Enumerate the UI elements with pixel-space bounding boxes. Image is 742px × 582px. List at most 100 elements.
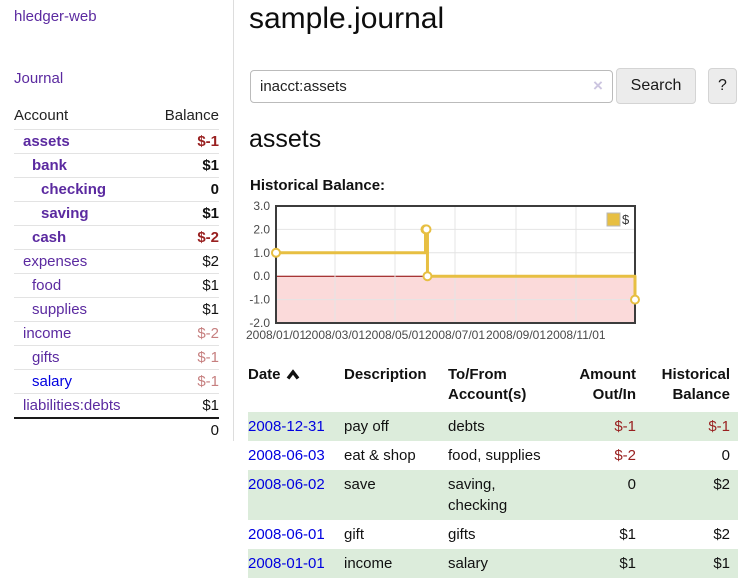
balance-cell: 0 [721, 447, 730, 464]
svg-text:-2.0: -2.0 [249, 316, 270, 330]
account-row: cash $-2 [14, 225, 219, 250]
accounts-total: 0 [149, 417, 219, 442]
account-link-checking[interactable]: checking [41, 181, 107, 198]
account-link-food[interactable]: food [32, 277, 62, 294]
account-balance: 0 [149, 177, 219, 202]
account-balance: $1 [149, 201, 219, 226]
account-balance: $-2 [149, 225, 219, 250]
accounts-cell: debts [448, 418, 485, 435]
search-button[interactable]: Search [616, 68, 696, 104]
account-row: gifts $-1 [14, 345, 219, 370]
amount-cell: $-1 [614, 418, 636, 435]
column-amount: Amount Out/In [579, 366, 636, 403]
account-link-income[interactable]: income [23, 325, 72, 342]
account-row: income $-2 [14, 321, 219, 346]
svg-text:2008/07/01: 2008/07/01 [425, 328, 485, 342]
svg-text:2008/05/01: 2008/05/01 [365, 328, 425, 342]
amount-cell: $1 [619, 526, 636, 543]
amount-cell: $-2 [614, 447, 636, 464]
accounts-cell: food, supplies [448, 447, 541, 464]
svg-text:1.0: 1.0 [253, 246, 270, 260]
account-balance: $1 [149, 393, 219, 418]
register-row: 2008-12-31 pay off debts $-1 $-1 [248, 412, 738, 441]
account-link-expenses[interactable]: expenses [23, 253, 88, 270]
svg-text:-1.0: -1.0 [249, 293, 270, 307]
accounts-table: Account Balance assets $-1 bank $1 check… [14, 103, 219, 442]
account-balance: $1 [149, 273, 219, 298]
transaction-date-link[interactable]: 2008-01-01 [248, 555, 325, 572]
account-row: food $1 [14, 273, 219, 298]
account-balance: $-2 [149, 321, 219, 346]
register-row: 2008-06-02 save saving, checking 0 $2 [248, 470, 738, 520]
transaction-date-link[interactable]: 2008-12-31 [248, 418, 325, 435]
accounts-cell: saving, checking [448, 476, 508, 514]
transaction-date-link[interactable]: 2008-06-02 [248, 476, 325, 493]
accounts-header-balance: Balance [164, 107, 219, 124]
balance-cell: $1 [713, 555, 730, 572]
column-balance: Historical Balance [661, 366, 730, 403]
register-row: 2008-06-03 eat & shop food, supplies $-2… [248, 441, 738, 470]
svg-text:2008/03/01: 2008/03/01 [305, 328, 365, 342]
account-balance: $1 [149, 297, 219, 322]
svg-text:0.0: 0.0 [253, 269, 270, 283]
accounts-header-row: Account Balance [14, 103, 219, 130]
register-table: Date Description To/From Account(s) Amou… [248, 360, 738, 578]
account-balance: $2 [149, 249, 219, 274]
column-date[interactable]: Date [248, 360, 344, 412]
account-balance: $-1 [149, 369, 219, 394]
account-row: expenses $2 [14, 249, 219, 274]
account-row: supplies $1 [14, 297, 219, 322]
balance-cell: $-1 [708, 418, 730, 435]
account-link-supplies[interactable]: supplies [32, 301, 88, 318]
account-row: assets $-1 [14, 129, 219, 154]
account-link-assets[interactable]: assets [23, 133, 70, 150]
account-link-saving[interactable]: saving [41, 205, 89, 222]
account-row: liabilities:debts $1 [14, 393, 219, 418]
accounts-total-row: 0 [14, 417, 219, 442]
chart-title: Historical Balance: [250, 177, 386, 194]
page-title: sample.journal [249, 2, 445, 35]
sort-asc-icon [286, 369, 299, 380]
svg-text:$: $ [622, 212, 630, 227]
balance-cell: $2 [713, 526, 730, 543]
account-heading: assets [249, 125, 322, 153]
description-cell: save [344, 476, 376, 493]
account-row: bank $1 [14, 153, 219, 178]
svg-text:2008/09/01: 2008/09/01 [486, 328, 546, 342]
account-link-cash[interactable]: cash [32, 229, 67, 246]
svg-text:2008/01/01: 2008/01/01 [246, 328, 306, 342]
help-button[interactable]: ? [708, 68, 737, 104]
sidebar: hledger-web Journal Account Balance asse… [0, 0, 234, 442]
account-balance: $-1 [149, 129, 219, 154]
search-input[interactable] [250, 70, 613, 103]
clear-search-icon[interactable]: × [593, 76, 603, 95]
description-cell: income [344, 555, 393, 572]
svg-text:2008/11/01: 2008/11/01 [546, 328, 605, 342]
balance-cell: $2 [713, 476, 730, 493]
svg-text:3.0: 3.0 [253, 200, 270, 213]
amount-cell: 0 [627, 476, 636, 493]
register-row: 2008-06-01 gift gifts $1 $2 [248, 520, 738, 549]
account-balance: $-1 [149, 345, 219, 370]
account-link-salary[interactable]: salary [32, 373, 73, 390]
account-link-bank[interactable]: bank [32, 157, 68, 174]
account-link-liabilities-debts[interactable]: liabilities:debts [23, 397, 121, 414]
column-accounts: To/From Account(s) [448, 366, 527, 403]
register-header-row: Date Description To/From Account(s) Amou… [248, 360, 738, 412]
accounts-header-account: Account [14, 107, 69, 124]
accounts-cell: gifts [448, 526, 476, 543]
account-row: saving $1 [14, 201, 219, 226]
column-description: Description [344, 366, 427, 383]
journal-link[interactable]: Journal [14, 70, 64, 87]
transaction-date-link[interactable]: 2008-06-03 [248, 447, 325, 464]
register-row: 2008-01-01 income salary $1 $1 [248, 549, 738, 578]
account-row: checking 0 [14, 177, 219, 202]
amount-cell: $1 [619, 555, 636, 572]
app-title-link[interactable]: hledger-web [14, 8, 97, 25]
account-link-gifts[interactable]: gifts [32, 349, 60, 366]
account-balance: $1 [149, 153, 219, 178]
accounts-cell: salary [448, 555, 489, 572]
description-cell: gift [344, 526, 365, 543]
transaction-date-link[interactable]: 2008-06-01 [248, 526, 325, 543]
